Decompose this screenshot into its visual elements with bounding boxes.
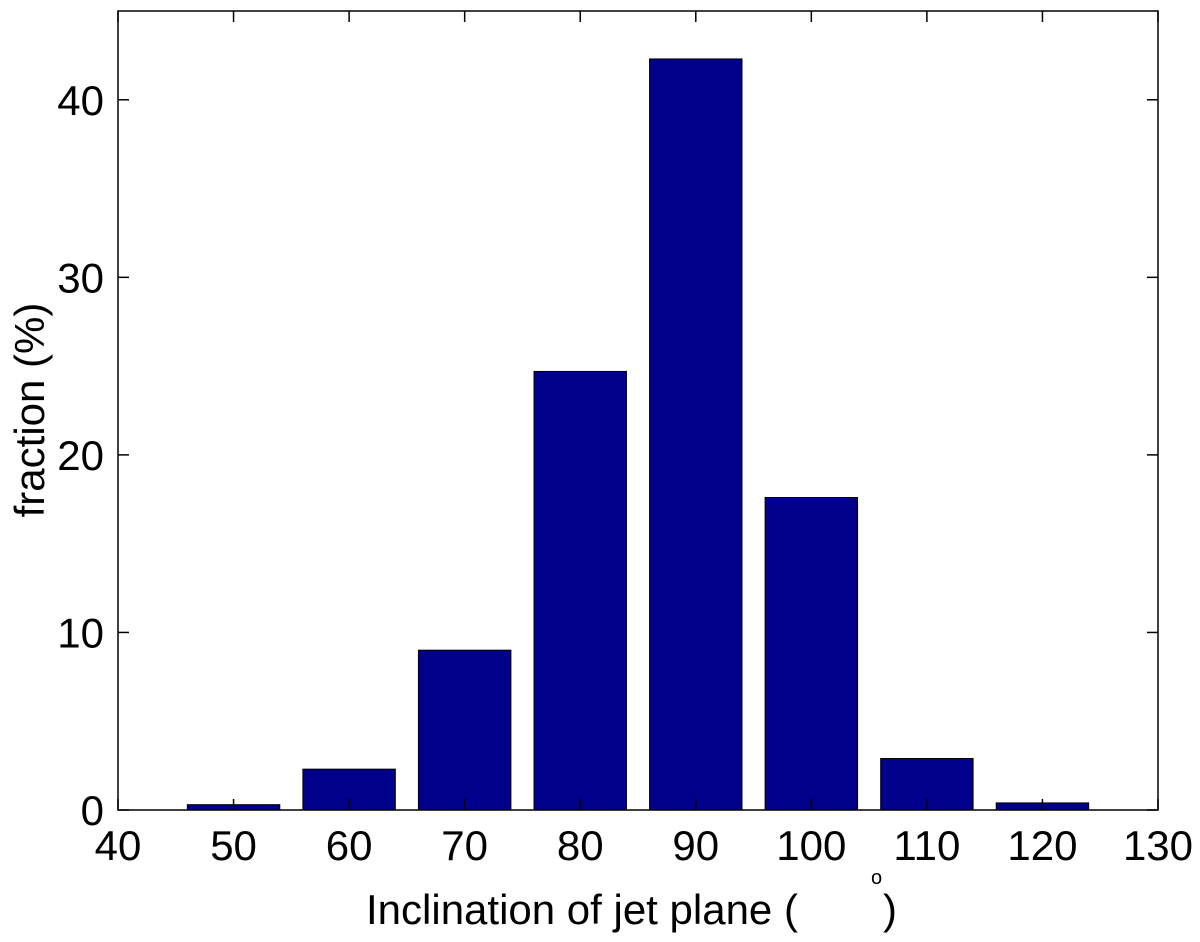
x-tick-label: 60 (326, 822, 373, 869)
bar (533, 370, 627, 811)
tick-group (117, 11, 1159, 811)
x-tick-label: 50 (210, 822, 257, 869)
x-axis-title-degree: o (871, 867, 882, 889)
x-axis-title-close: ) (883, 886, 897, 933)
y-tick-label: 30 (57, 254, 104, 301)
y-tick-label: 40 (57, 77, 104, 124)
x-tick-label: 90 (672, 822, 719, 869)
x-tick-label: 100 (776, 822, 846, 869)
y-axis-title: fraction (%) (6, 303, 53, 518)
x-axis-title: Inclination of jet plane ( (366, 886, 798, 933)
x-tick-label: 120 (1007, 822, 1077, 869)
x-tick-label: 110 (893, 822, 960, 869)
plot-background (118, 11, 1158, 810)
y-tick-label: 20 (57, 432, 104, 479)
x-tick-label: 80 (557, 822, 604, 869)
y-tick-label: 0 (81, 787, 104, 834)
bar-group (186, 58, 1090, 811)
x-tick-label: 40 (95, 822, 142, 869)
x-tick-label: 130 (1123, 822, 1193, 869)
y-tick-label: 10 (57, 609, 104, 656)
x-tick-label: 70 (441, 822, 488, 869)
bar (764, 497, 859, 811)
bar (417, 649, 512, 811)
plot-frame (117, 10, 1159, 811)
tick-label-group: 40 50 60 70 80 90 100 110 120 130 0 10 20 30 40 (57, 77, 1193, 869)
bar (649, 58, 743, 811)
